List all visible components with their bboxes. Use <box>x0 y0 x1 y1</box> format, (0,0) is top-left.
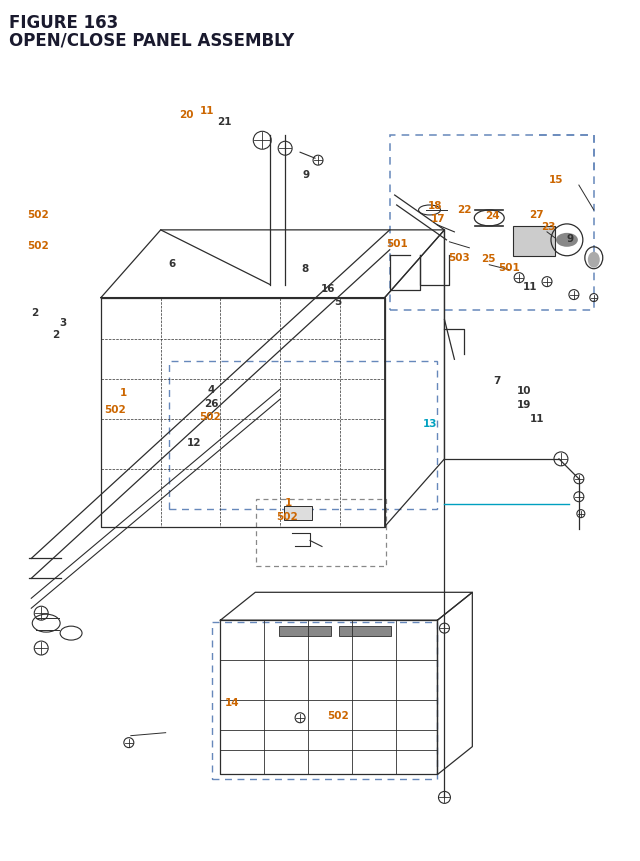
Text: 2: 2 <box>31 308 38 318</box>
Text: 12: 12 <box>187 437 201 448</box>
Text: 27: 27 <box>529 209 544 220</box>
Text: 15: 15 <box>548 174 563 184</box>
Text: 20: 20 <box>179 110 193 120</box>
Text: 502: 502 <box>276 511 298 521</box>
Text: FIGURE 163: FIGURE 163 <box>10 14 118 32</box>
Text: 9: 9 <box>567 233 574 244</box>
Text: 502: 502 <box>28 209 49 220</box>
Text: 502: 502 <box>28 241 49 251</box>
Ellipse shape <box>588 252 600 269</box>
Text: 7: 7 <box>493 375 501 386</box>
Text: 4: 4 <box>208 384 215 394</box>
FancyBboxPatch shape <box>339 627 390 636</box>
Text: 11: 11 <box>523 282 538 292</box>
Text: 6: 6 <box>168 258 176 269</box>
Text: 502: 502 <box>200 412 221 422</box>
Text: 16: 16 <box>321 283 335 294</box>
Text: 502: 502 <box>104 404 125 414</box>
Text: 2: 2 <box>52 330 60 339</box>
Text: 14: 14 <box>225 697 239 707</box>
Text: 502: 502 <box>327 710 349 720</box>
Text: 11: 11 <box>199 106 214 115</box>
Text: 11: 11 <box>529 413 544 424</box>
Text: 21: 21 <box>217 117 232 127</box>
FancyBboxPatch shape <box>279 627 331 636</box>
Text: OPEN/CLOSE PANEL ASSEMBLY: OPEN/CLOSE PANEL ASSEMBLY <box>10 32 294 50</box>
Text: 501: 501 <box>386 238 408 249</box>
Text: 26: 26 <box>204 398 219 408</box>
Ellipse shape <box>556 233 578 247</box>
Text: 503: 503 <box>448 252 470 263</box>
Text: 24: 24 <box>484 211 499 221</box>
Text: 8: 8 <box>301 263 308 274</box>
Text: 9: 9 <box>303 170 310 180</box>
Text: 17: 17 <box>431 214 445 224</box>
FancyBboxPatch shape <box>284 506 312 520</box>
Text: 18: 18 <box>428 201 442 211</box>
Text: 19: 19 <box>516 400 531 410</box>
Text: 1: 1 <box>120 387 127 398</box>
Text: 10: 10 <box>516 385 531 395</box>
Text: 23: 23 <box>541 221 556 232</box>
Text: 13: 13 <box>422 418 437 429</box>
FancyBboxPatch shape <box>513 226 555 257</box>
Text: 22: 22 <box>457 204 471 214</box>
Text: 5: 5 <box>334 297 342 307</box>
Text: 25: 25 <box>481 254 495 264</box>
Text: 1: 1 <box>285 498 292 507</box>
Text: 501: 501 <box>498 263 520 273</box>
Text: 3: 3 <box>59 318 66 327</box>
